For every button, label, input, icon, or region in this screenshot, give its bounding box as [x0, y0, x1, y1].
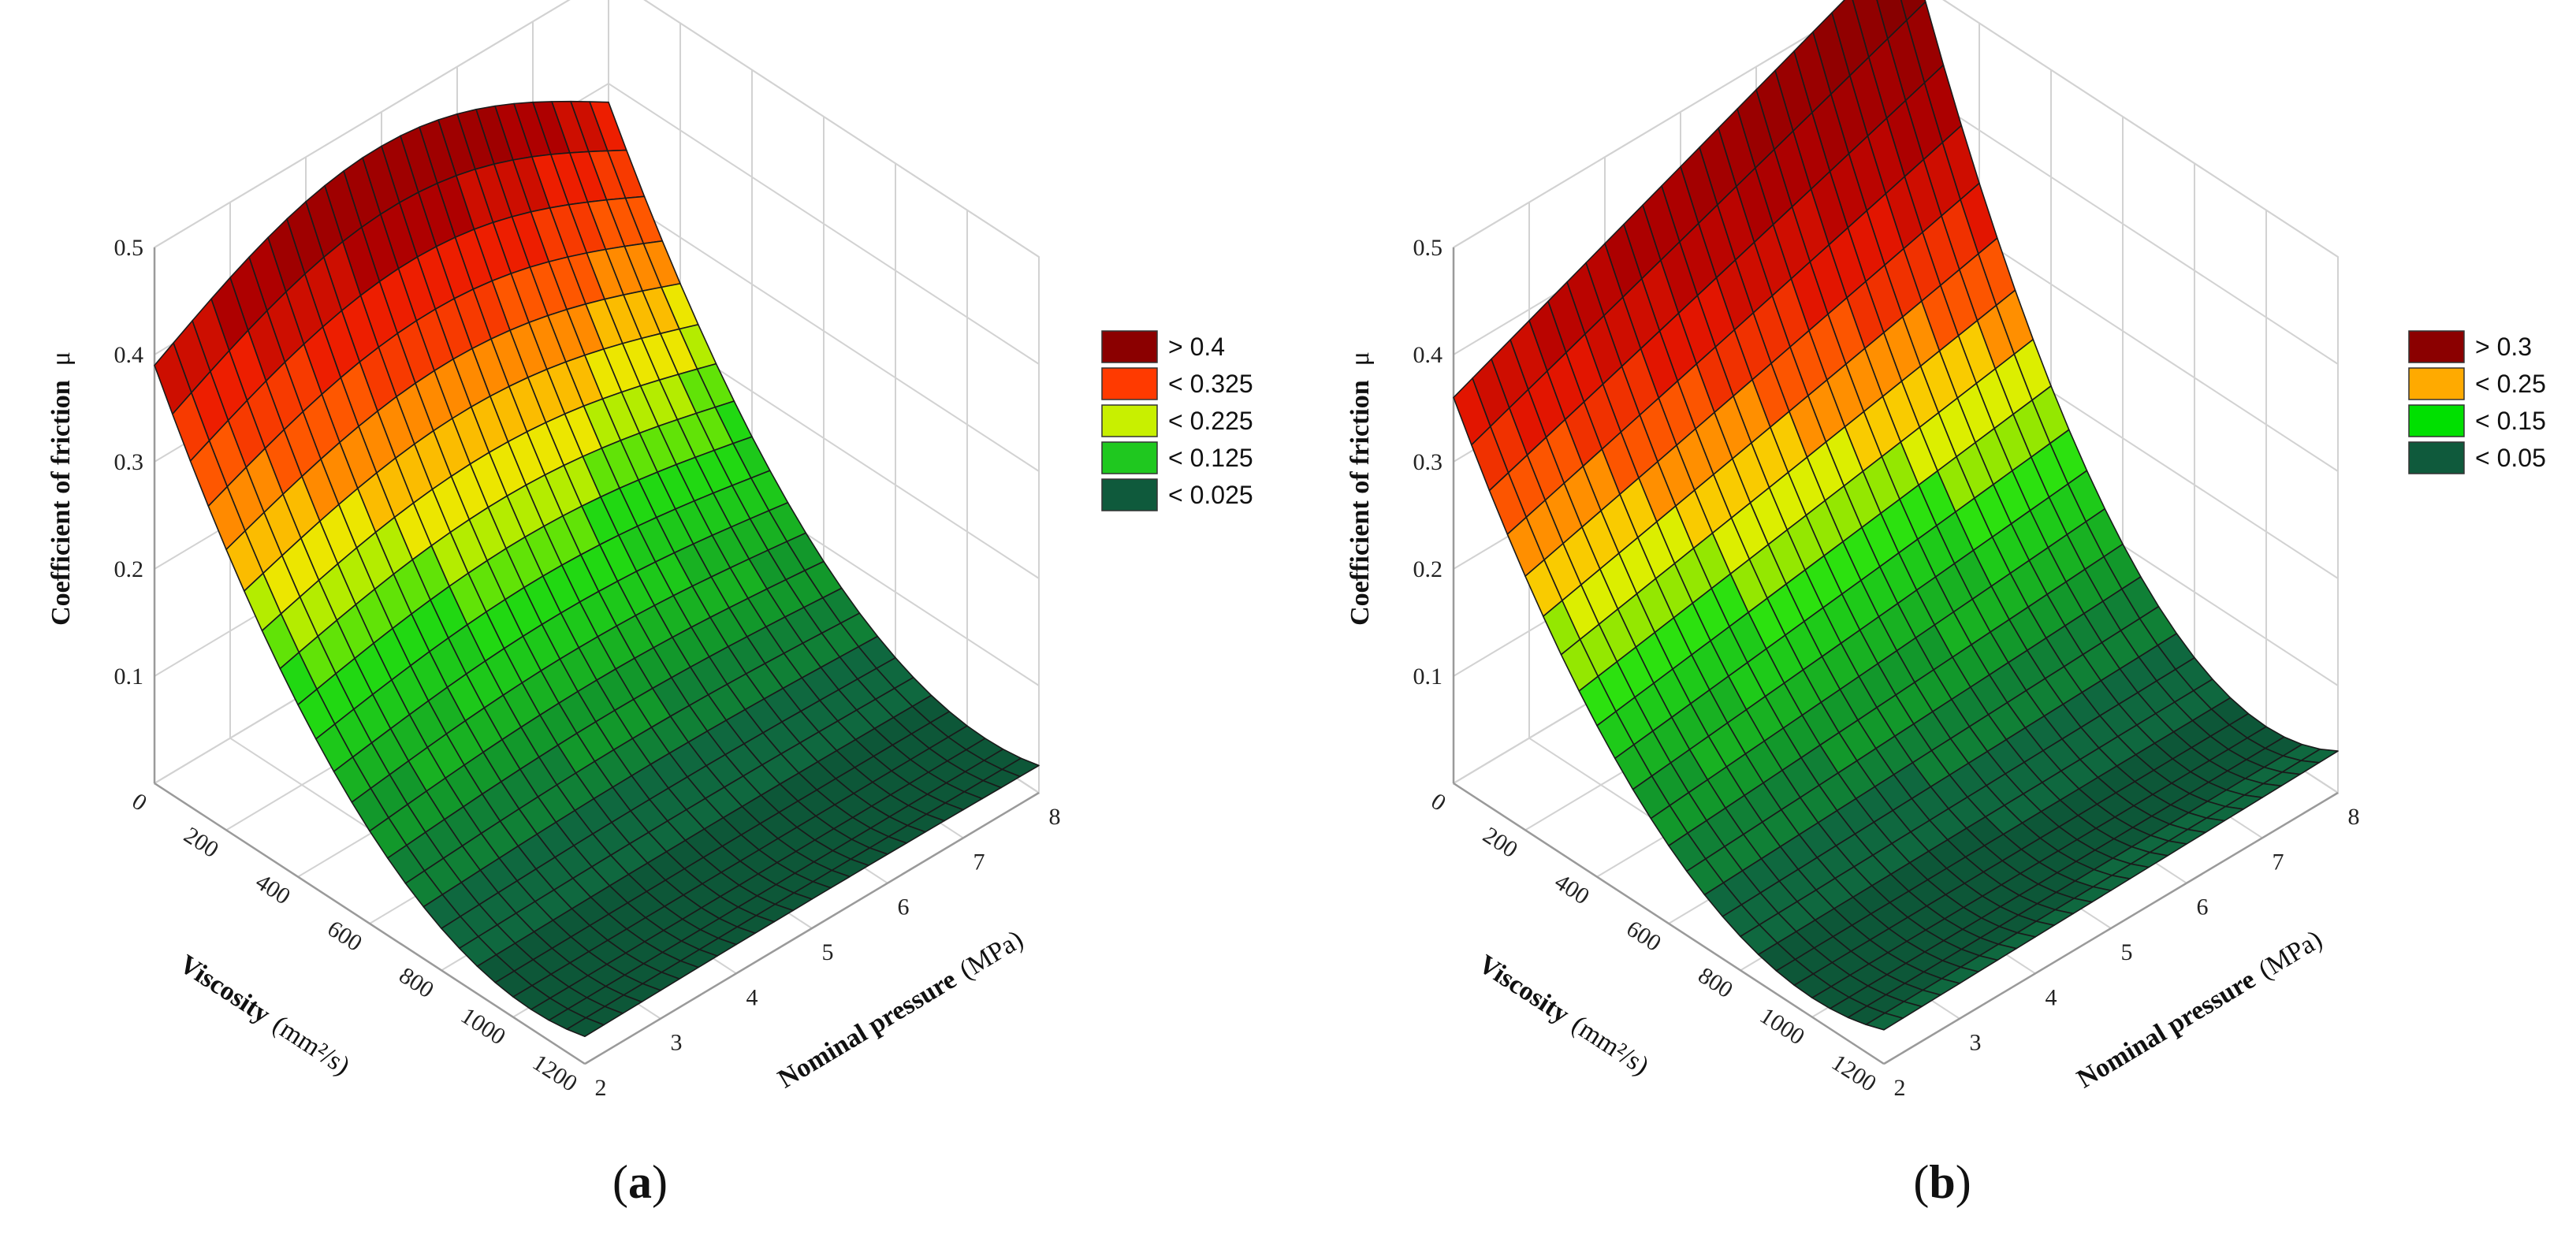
gridline-z	[1453, 0, 2339, 258]
legend-label: < 0.325	[1168, 370, 1253, 398]
z-axis-title-text: Coefficient of friction	[47, 380, 76, 626]
z-tick-label: 0.4	[114, 342, 144, 368]
legend-swatch	[2408, 330, 2465, 363]
axis-box	[153, 247, 1040, 1065]
z-axis-symbol: μ	[1346, 351, 1375, 366]
axis-box	[1452, 247, 2339, 1065]
axis-edge	[1453, 782, 1885, 1065]
legend-label: < 0.15	[2475, 407, 2546, 435]
legend-swatch	[1101, 404, 1158, 437]
legend-swatch	[2408, 367, 2465, 400]
panel-caption: (a)	[612, 1156, 668, 1208]
legend-swatch	[1101, 441, 1158, 474]
legend-label: < 0.25	[2475, 370, 2546, 398]
z-axis-symbol: μ	[47, 351, 76, 366]
legend-label: > 0.3	[2475, 333, 2532, 361]
z-tick-label: 0.3	[1413, 449, 1443, 475]
axis-edge	[154, 782, 586, 1065]
y-tick-label: 8	[2348, 804, 2360, 830]
y-tick-label: 8	[1049, 804, 1061, 830]
surface-cell	[1865, 1012, 1904, 1031]
surface-cell	[566, 1017, 605, 1037]
legend-label: < 0.05	[2475, 444, 2546, 472]
panel-caption: (b)	[1913, 1156, 1971, 1208]
y-tick-label: 2	[595, 1075, 607, 1101]
z-tick-label: 0.1	[114, 664, 144, 690]
z-tick-labels: 0.1 0.2 0.3 0.4 0.5	[1413, 235, 1443, 690]
legend-swatch	[2408, 404, 2465, 437]
legend-label: < 0.225	[1168, 407, 1253, 435]
axis-edge	[1883, 791, 2339, 1065]
y-tick-labels: 2 3 4 5 6 7 8	[595, 804, 1061, 1101]
y-tick-label: 4	[746, 984, 758, 1010]
surface	[1453, 0, 2339, 1031]
caption-close-paren: )	[1956, 1156, 1971, 1208]
z-tick-labels: 0.1 0.2 0.3 0.4 0.5	[114, 235, 144, 690]
z-tick-label: 0.5	[114, 235, 144, 261]
caption-open-paren: (	[612, 1156, 628, 1208]
legend: > 0.4 < 0.325 < 0.225 < 0.125 < 0.025	[1101, 330, 1253, 511]
caption-letter: a	[628, 1156, 652, 1208]
legend-label: < 0.125	[1168, 444, 1253, 472]
z-axis-title: Coefficient of friction μ	[1346, 351, 1375, 626]
z-tick-label: 0.1	[1413, 664, 1443, 690]
y-tick-label: 2	[1894, 1075, 1906, 1101]
legend-label: > 0.4	[1168, 333, 1225, 361]
y-tick-label: 6	[2197, 894, 2209, 920]
caption-close-paren: )	[652, 1156, 668, 1208]
surface	[154, 100, 1040, 1037]
y-tick-label: 5	[2121, 939, 2133, 965]
y-tick-label: 3	[1970, 1030, 1982, 1056]
y-tick-label: 7	[2273, 849, 2284, 875]
y-tick-label: 4	[2046, 984, 2057, 1010]
legend-label: < 0.025	[1168, 481, 1253, 509]
z-tick-label: 0.4	[1413, 342, 1443, 368]
y-tick-labels: 2 3 4 5 6 7 8	[1894, 804, 2360, 1101]
y-tick-label: 3	[671, 1030, 683, 1056]
z-tick-label: 0.5	[1413, 235, 1443, 261]
z-tick-label: 0.2	[114, 556, 144, 582]
legend-swatch	[1101, 367, 1158, 400]
legend: > 0.3 < 0.25 < 0.15 < 0.05	[2408, 330, 2546, 474]
y-tick-label: 5	[822, 939, 834, 965]
legend-swatch	[1101, 478, 1158, 511]
y-tick-label: 7	[973, 849, 985, 875]
caption-letter: b	[1929, 1156, 1955, 1208]
y-tick-label: 6	[898, 894, 910, 920]
z-axis-title: Coefficient of friction μ	[47, 351, 76, 626]
gridline-z	[154, 0, 1040, 258]
caption-open-paren: (	[1913, 1156, 1929, 1208]
axis-edge	[584, 791, 1040, 1065]
legend-swatch	[1101, 330, 1158, 363]
z-tick-label: 0.3	[114, 449, 144, 475]
z-tick-label: 0.2	[1413, 556, 1443, 582]
z-axis-title-text: Coefficient of friction	[1346, 380, 1375, 626]
legend-swatch	[2408, 441, 2465, 474]
